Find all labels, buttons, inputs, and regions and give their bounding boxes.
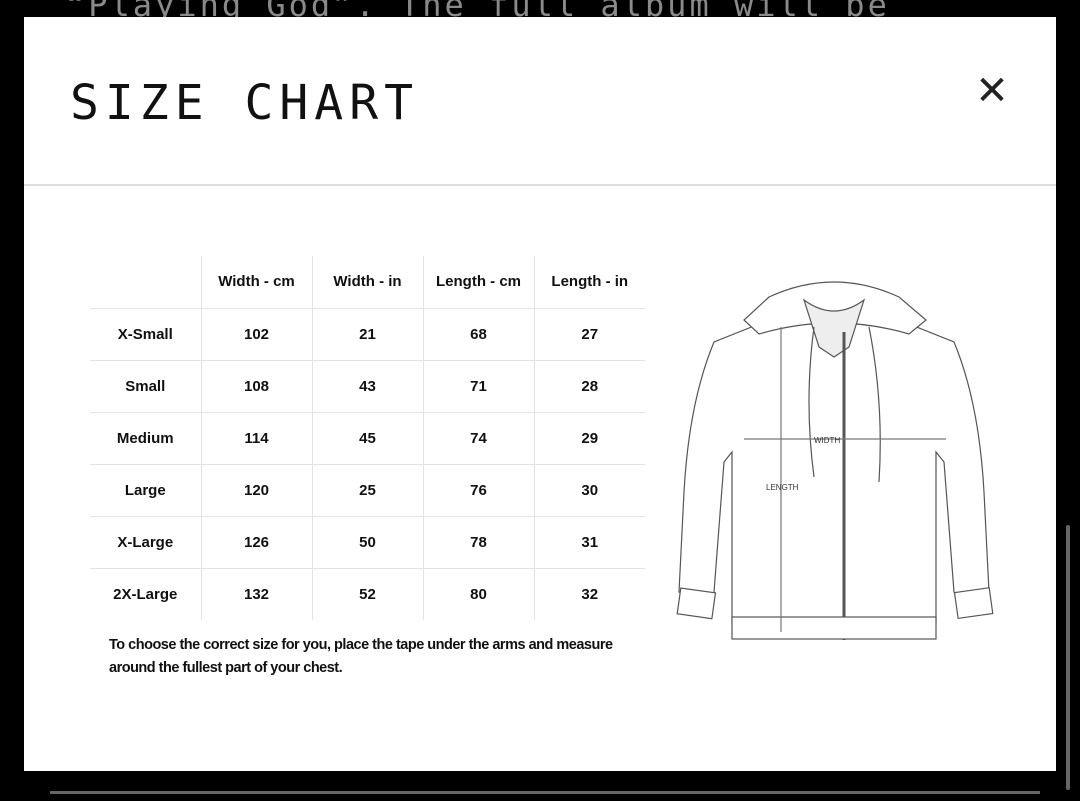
size-table: Width - cm Width - in Length - cm Length - … — [90, 256, 645, 620]
table-cell: 78 — [422, 516, 534, 569]
table-row: X-Large 126 50 78 31 — [90, 516, 645, 569]
table-cell: 28 — [533, 360, 645, 413]
size-label: X-Large — [90, 516, 201, 569]
table-row: Medium 114 45 74 29 — [90, 412, 645, 465]
table-row: Large 120 25 76 30 — [90, 464, 645, 517]
size-label: Large — [90, 464, 201, 517]
table-cell: 21 — [311, 308, 423, 361]
table-cell: 43 — [311, 360, 423, 413]
table-cell: 25 — [311, 464, 423, 517]
measurement-note: To choose the correct size for you, plac… — [109, 637, 613, 676]
table-cell: 120 — [200, 464, 312, 517]
table-row: Small 108 43 71 28 — [90, 360, 645, 413]
modal-title: SIZE CHART — [70, 75, 419, 131]
table-cell: 27 — [533, 308, 645, 361]
table-cell: 80 — [422, 568, 534, 620]
size-chart-modal: SIZE CHART ✕ Width - cm Width - in Length … — [24, 17, 1056, 771]
hoodie-measurement-diagram: WIDTH LENGTH — [676, 281, 994, 640]
table-cell: 52 — [311, 568, 423, 620]
length-label: LENGTH — [766, 483, 799, 492]
table-cell: 108 — [200, 360, 312, 413]
table-cell: 126 — [200, 516, 312, 569]
table-cell: 68 — [422, 308, 534, 361]
table-cell: 76 — [422, 464, 534, 517]
column-header: Width - in — [311, 256, 423, 309]
scrollbar[interactable] — [1066, 525, 1070, 790]
width-label: WIDTH — [814, 436, 840, 445]
table-cell: 71 — [422, 360, 534, 413]
home-indicator[interactable] — [50, 791, 1040, 794]
table-cell: 50 — [311, 516, 423, 569]
header-divider — [24, 184, 1056, 186]
close-icon[interactable]: ✕ — [975, 69, 1009, 113]
table-row: 2X-Large 132 52 80 32 — [90, 568, 645, 620]
column-header: Width - cm — [200, 256, 312, 309]
table-cell: 74 — [422, 412, 534, 465]
table-cell: 32 — [533, 568, 645, 620]
column-header — [90, 256, 201, 309]
column-header: Length - cm — [422, 256, 534, 309]
table-cell: 45 — [311, 412, 423, 465]
table-cell: 102 — [200, 308, 312, 361]
table-cell: 114 — [200, 412, 312, 465]
size-label: Medium — [90, 412, 201, 465]
size-label: 2X-Large — [113, 585, 178, 603]
size-label: Small — [90, 360, 201, 413]
table-header-row: Width - cm Width - in Length - cm Length - … — [90, 256, 645, 309]
table-row: X-Small 102 21 68 27 — [90, 308, 645, 361]
table-cell: 31 — [533, 516, 645, 569]
table-cell: 30 — [533, 464, 645, 517]
table-cell: 29 — [533, 412, 645, 465]
hoodie-body — [678, 323, 990, 623]
table-cell: 132 — [200, 568, 312, 620]
column-header: Length - in — [533, 256, 645, 309]
hoodie-waistband — [731, 616, 937, 640]
size-label: X-Small — [90, 308, 201, 361]
hoodie-hood — [743, 281, 927, 335]
